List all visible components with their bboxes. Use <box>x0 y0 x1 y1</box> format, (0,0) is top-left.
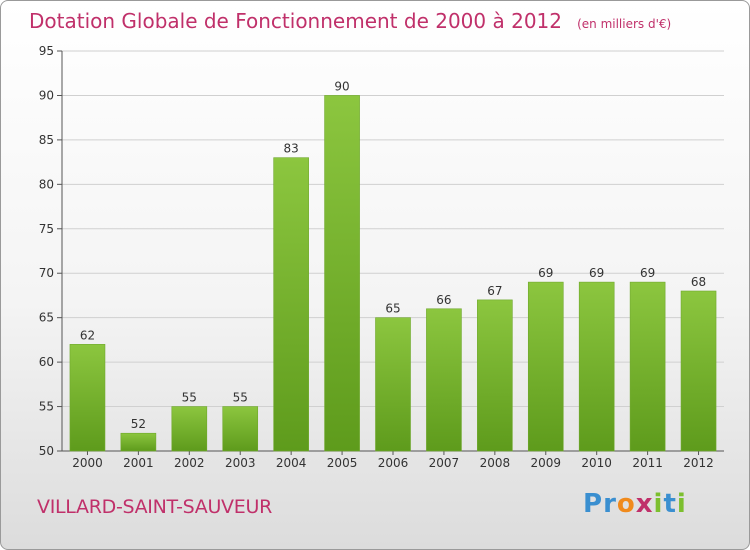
value-labels: 62 52 55 55 83 90 65 66 67 69 69 69 68 <box>80 79 706 431</box>
x-tick-label: 2001 <box>123 456 154 470</box>
value-label: 55 <box>182 391 197 405</box>
x-tick-label: 2005 <box>327 456 358 470</box>
value-label: 69 <box>538 266 553 280</box>
y-tick-label: 60 <box>39 355 54 369</box>
y-tick-label: 50 <box>39 444 54 458</box>
bar-2001 <box>120 432 157 452</box>
logo-letter: t <box>663 489 677 519</box>
y-tick-label: 75 <box>39 222 54 236</box>
bar-2004 <box>273 157 309 452</box>
value-label: 67 <box>487 284 502 298</box>
proxiti-logo[interactable]: Proxiti <box>583 489 687 519</box>
logo-letter: r <box>603 489 617 519</box>
value-label: 90 <box>334 79 349 93</box>
x-tick-label: 2007 <box>429 456 460 470</box>
logo-letter: P <box>583 489 604 519</box>
value-label: 69 <box>640 266 655 280</box>
x-tick-label: 2009 <box>530 456 561 470</box>
logo-letter: o <box>616 489 636 519</box>
commune-name: VILLARD-SAINT-SAUVEUR <box>37 496 272 518</box>
y-tick-label: 95 <box>39 44 54 58</box>
bars <box>69 95 717 452</box>
chart-subtitle: (en milliers d'€) <box>577 17 672 31</box>
bar-2010 <box>578 281 615 452</box>
bar-2006 <box>375 317 411 452</box>
value-label: 62 <box>80 328 95 342</box>
bar-2007 <box>426 308 462 452</box>
y-tick-label: 70 <box>39 266 54 280</box>
logo-letter: x <box>635 489 654 519</box>
y-tick-label: 65 <box>39 311 54 325</box>
value-label: 66 <box>436 293 451 307</box>
x-tick-label: 2003 <box>225 456 256 470</box>
bar-2000 <box>69 344 106 452</box>
x-tick-label: 2002 <box>174 456 205 470</box>
title-row: Dotation Globale de Fonctionnement de 20… <box>29 9 671 33</box>
x-tick-label: 2004 <box>276 456 307 470</box>
y-tick-label: 55 <box>39 400 54 414</box>
bar-2011 <box>629 281 666 452</box>
logo-letter: i <box>653 489 664 519</box>
value-label: 65 <box>385 302 400 316</box>
bar-2009 <box>527 281 564 452</box>
value-label: 83 <box>284 142 299 156</box>
axes: 50 55 60 65 70 75 80 85 90 95 2000 2001 2002 2003 2004… <box>39 44 724 470</box>
bar-2012 <box>680 290 717 452</box>
value-label: 68 <box>691 275 706 289</box>
x-tick-label: 2011 <box>632 456 663 470</box>
bar-2003 <box>222 406 259 452</box>
y-tick-label: 80 <box>39 177 54 191</box>
x-tick-label: 2008 <box>480 456 511 470</box>
x-tick-label: 2012 <box>683 456 714 470</box>
x-tick-label: 2006 <box>378 456 409 470</box>
chart-title: Dotation Globale de Fonctionnement de 20… <box>29 9 562 33</box>
value-label: 69 <box>589 266 604 280</box>
value-label: 55 <box>233 391 248 405</box>
bar-2002 <box>171 406 208 452</box>
x-tick-label: 2010 <box>581 456 612 470</box>
y-tick-label: 85 <box>39 133 54 147</box>
bar-2005 <box>324 95 360 452</box>
logo-letter: i <box>676 489 687 519</box>
x-tick-label: 2000 <box>72 456 103 470</box>
value-label: 52 <box>131 417 146 431</box>
bar-2008 <box>477 299 513 452</box>
y-tick-label: 90 <box>39 88 54 102</box>
